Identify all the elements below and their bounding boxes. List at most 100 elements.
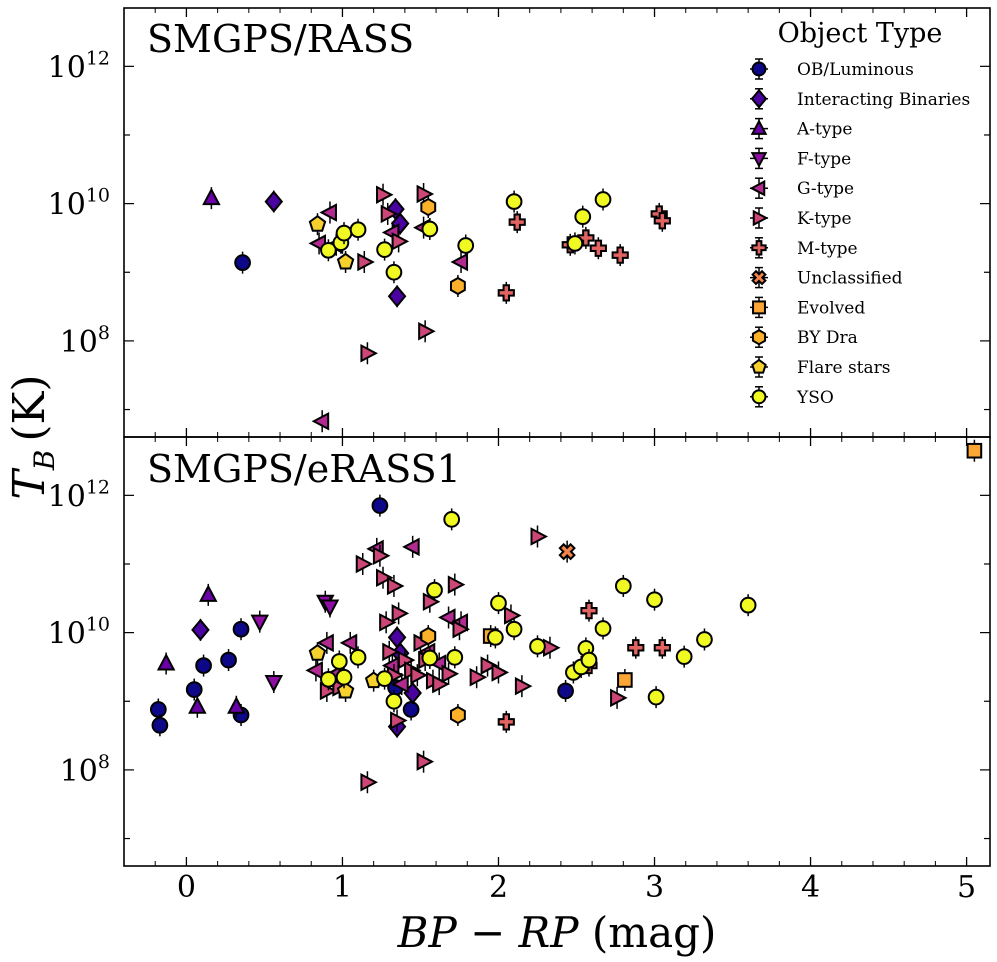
point-ob-luminous <box>151 716 169 734</box>
point-interacting-binaries <box>191 618 210 642</box>
point-ob-luminous <box>371 497 389 515</box>
y-tick-base: 10 <box>60 325 98 360</box>
legend-label-unclassified: Unclassified <box>797 269 903 289</box>
point-a-type <box>227 696 246 714</box>
y-axis-var: T <box>4 467 55 500</box>
y-tick-base: 10 <box>60 754 98 789</box>
point-yso <box>335 668 353 686</box>
point-interacting-binaries <box>387 626 407 649</box>
point-k-type <box>391 232 410 251</box>
point-yso <box>574 208 592 226</box>
y-tick-label: 1010 <box>48 185 110 223</box>
point-m-type <box>497 713 515 731</box>
legend-label-by-dra: BY Dra <box>797 328 858 348</box>
legend-marker-a-type <box>750 119 768 135</box>
point-k-type <box>447 575 466 594</box>
y-tick-label: 1010 <box>48 614 110 652</box>
point-m-type <box>653 212 671 230</box>
point-ob-luminous <box>402 701 420 718</box>
point-k-type <box>469 667 488 687</box>
point-flare-stars <box>336 252 355 270</box>
x-tick-label: 1 <box>333 870 352 905</box>
point-unclassified-shape <box>558 542 576 561</box>
point-yso <box>426 581 443 599</box>
legend-label-g-type: G-type <box>797 179 854 199</box>
point-ob-luminous <box>220 651 237 669</box>
point-a-type <box>188 696 207 714</box>
point-yso <box>457 237 475 254</box>
bottom-panel-title: SMGPS/eRASS1 <box>147 447 461 491</box>
point-ob-luminous <box>185 681 203 698</box>
point-k-type <box>503 606 522 625</box>
legend-label-flare-stars: Flare stars <box>797 358 891 378</box>
point-by-dra <box>420 626 437 646</box>
point-m-type <box>611 246 629 264</box>
point-ob-luminous <box>234 254 251 272</box>
point-evolved <box>617 672 633 688</box>
point-k-type <box>372 546 391 566</box>
point-k-type <box>432 674 450 694</box>
legend-marker-g-type <box>749 179 766 197</box>
legend-marker-ob-luminous <box>751 61 767 77</box>
y-tick-label: 108 <box>60 751 110 789</box>
point-yso <box>739 596 757 614</box>
point-m-type <box>508 213 526 231</box>
point-yso <box>446 648 464 666</box>
point-f-type <box>250 614 270 633</box>
point-yso <box>349 648 367 666</box>
top-panel-title: SMGPS/RASS <box>147 17 414 61</box>
point-k-type <box>480 656 499 675</box>
point-g-type <box>391 674 409 694</box>
point-k-type <box>390 711 408 730</box>
top-panel-points <box>202 183 671 433</box>
point-evolved <box>966 442 983 459</box>
point-g-type <box>339 633 358 653</box>
point-interacting-binaries <box>387 285 407 308</box>
y-tick-label: 1012 <box>48 47 110 85</box>
point-k-type <box>416 752 435 771</box>
axis-ticks <box>123 8 990 866</box>
point-m-type <box>580 602 598 620</box>
point-yso <box>505 620 523 638</box>
point-m-type <box>627 639 645 657</box>
legend-label-k-type: K-type <box>797 209 852 229</box>
point-yso <box>490 594 507 612</box>
x-tick-label: 0 <box>177 870 196 905</box>
point-yso <box>385 692 403 710</box>
point-k-type <box>376 568 394 587</box>
legend-marker-unclassified-shape <box>751 269 767 286</box>
x-tick-label: 2 <box>489 870 508 905</box>
legend-label-yso: YSO <box>796 388 834 408</box>
point-m-type <box>589 239 607 257</box>
y-tick-base: 10 <box>48 617 86 652</box>
point-yso <box>594 620 612 637</box>
point-yso <box>647 688 665 706</box>
point-yso <box>566 235 584 252</box>
point-k-type <box>391 604 410 623</box>
x-axis-var2: RP <box>518 908 580 957</box>
point-k-type <box>542 638 561 657</box>
bottom-panel-frame <box>123 436 991 867</box>
y-tick-base: 10 <box>48 50 86 85</box>
point-k-type <box>360 773 378 792</box>
point-yso <box>376 241 393 258</box>
point-yso <box>580 651 598 669</box>
point-f-type <box>264 675 284 693</box>
point-g-type <box>319 203 337 222</box>
legend-marker-interacting-binaries <box>750 88 768 109</box>
point-ob-luminous <box>195 657 212 674</box>
legend-label-ob-luminous: OB/Luminous <box>797 60 914 80</box>
x-axis-minus: − <box>470 908 505 957</box>
point-k-type <box>452 619 471 639</box>
x-tick-label: 5 <box>957 870 976 905</box>
point-yso <box>696 631 713 648</box>
point-ob-luminous <box>232 620 250 638</box>
point-k-type <box>422 592 441 611</box>
point-by-dra <box>420 197 437 217</box>
point-yso <box>376 670 393 687</box>
point-k-type <box>382 642 400 662</box>
legend-marker-yso <box>751 389 767 405</box>
x-tick-label: 4 <box>801 870 820 905</box>
legend-marker-evolved <box>752 300 766 315</box>
